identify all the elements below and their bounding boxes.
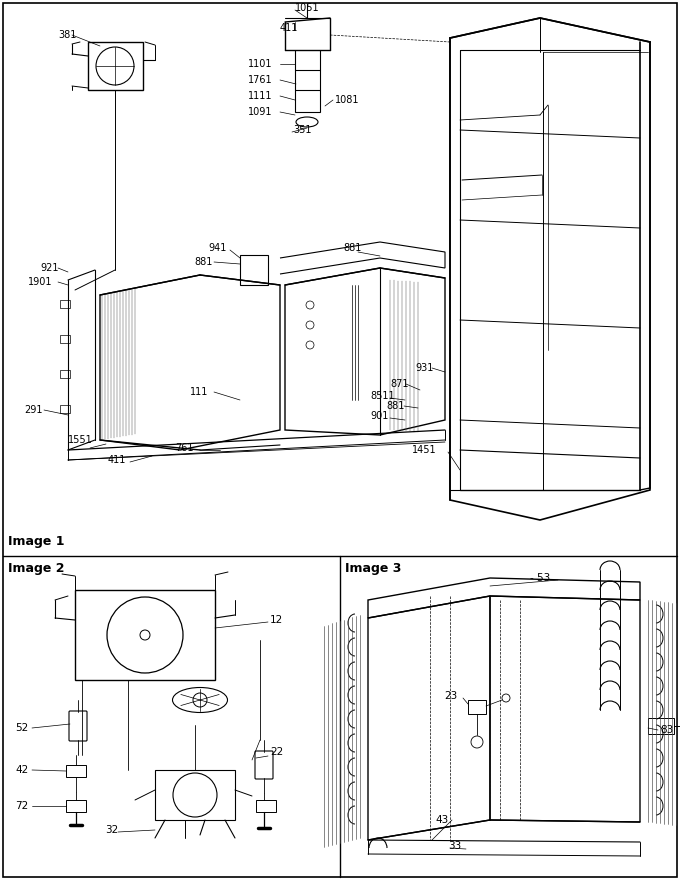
Text: 1051: 1051 [295,3,320,13]
Text: 1091: 1091 [248,107,273,117]
Text: Image 2: Image 2 [8,562,65,575]
Text: 111: 111 [190,387,208,397]
Text: - 53: - 53 [530,573,550,583]
Text: 881: 881 [386,401,405,411]
Text: 1451: 1451 [412,445,437,455]
Text: 411: 411 [108,455,126,465]
Text: 931: 931 [415,363,433,373]
Text: 921: 921 [40,263,58,273]
Text: 381: 381 [58,30,76,40]
Text: 1101: 1101 [248,59,273,69]
Text: 881: 881 [343,243,361,253]
Text: 291: 291 [24,405,42,415]
Text: 52: 52 [15,723,29,733]
Text: 32: 32 [105,825,118,835]
Text: 761: 761 [175,443,194,453]
Text: 22: 22 [270,747,284,757]
Text: Image 3: Image 3 [345,562,401,575]
Text: 8511: 8511 [370,391,394,401]
Text: 43: 43 [435,815,448,825]
Text: 1901: 1901 [28,277,52,287]
Text: 12: 12 [270,615,284,625]
Text: 72: 72 [15,801,29,811]
Text: 33: 33 [448,841,461,851]
Text: 1081: 1081 [335,95,360,105]
Text: 871: 871 [390,379,409,389]
Text: 42: 42 [15,765,29,775]
Text: 941: 941 [208,243,226,253]
Text: 1761: 1761 [248,75,273,85]
Text: 881: 881 [194,257,212,267]
Text: 1551: 1551 [68,435,92,445]
Text: Image 1: Image 1 [8,535,65,548]
Text: 411: 411 [280,23,299,33]
Text: 901: 901 [370,411,388,421]
Text: 83: 83 [660,725,673,735]
Text: 351: 351 [293,125,311,135]
Text: 23: 23 [444,691,457,701]
Text: 1111: 1111 [248,91,273,101]
